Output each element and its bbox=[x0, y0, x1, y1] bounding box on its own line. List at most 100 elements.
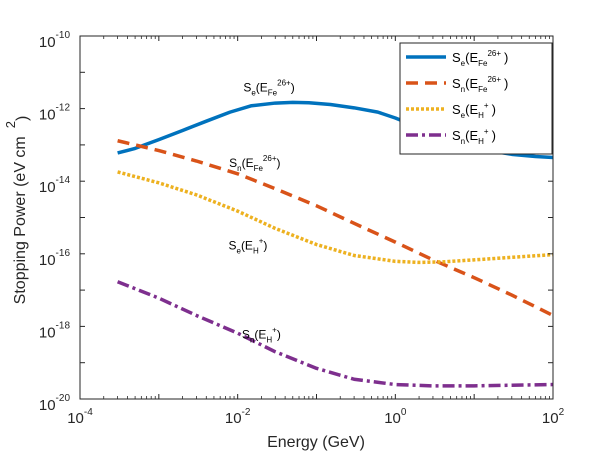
x-axis: 10-4 10-2 100 102 bbox=[67, 36, 565, 427]
ann-sub2: Fe bbox=[268, 88, 278, 97]
y-tick-label: 10-16 bbox=[39, 248, 71, 269]
ann-close: ) bbox=[291, 80, 295, 94]
ann-main: S bbox=[243, 80, 251, 94]
legend-close: ) bbox=[492, 128, 496, 143]
ann-sn-h: Sn(EH+) bbox=[242, 325, 281, 344]
legend-label: Sn(EH+) bbox=[452, 127, 496, 146]
ann-sub2: Fe bbox=[254, 164, 264, 173]
legend-close: ) bbox=[504, 76, 508, 91]
y-tick-label: 10-10 bbox=[39, 30, 71, 51]
x-tick-exp: 0 bbox=[401, 407, 407, 418]
legend-sub2: H bbox=[478, 137, 484, 146]
legend-main: S bbox=[452, 50, 461, 65]
legend-sub2: Fe bbox=[478, 59, 488, 68]
legend-sup2: + bbox=[484, 127, 489, 136]
ann-main: S bbox=[242, 327, 250, 341]
ann-open: (E bbox=[241, 239, 253, 253]
y-tick-base: 10 bbox=[39, 107, 56, 124]
ann-sub2: H bbox=[253, 247, 259, 256]
legend-open: (E bbox=[465, 128, 478, 143]
ann-main: S bbox=[229, 156, 237, 170]
ann-sub: n bbox=[250, 335, 254, 344]
legend-item-4[interactable]: Sn(EH+) bbox=[406, 127, 496, 146]
ann-sub: n bbox=[237, 164, 241, 173]
ann-main: S bbox=[228, 239, 236, 253]
y-tick-base: 10 bbox=[39, 252, 56, 269]
legend-sup2: 26+ bbox=[487, 75, 501, 84]
ann-close: ) bbox=[277, 156, 281, 170]
ann-open: (E bbox=[242, 156, 254, 170]
annotation-layer: Se(EFe26+)Sn(EFe26+)Se(EH+)Sn(EH+) bbox=[228, 78, 294, 344]
legend-sub: n bbox=[461, 85, 465, 94]
legend-close: ) bbox=[504, 50, 508, 65]
y-tick-exp: -20 bbox=[56, 393, 71, 404]
y-tick-exp: -16 bbox=[56, 248, 71, 259]
legend-open: (E bbox=[465, 102, 478, 117]
ann-sub2: H bbox=[266, 335, 272, 344]
legend-label: Se(EH+) bbox=[452, 101, 496, 120]
ann-close: ) bbox=[263, 239, 267, 253]
legend-item-1[interactable]: Se(EFe26+) bbox=[406, 49, 508, 68]
y-tick-base: 10 bbox=[39, 34, 56, 51]
x-tick-base: 10 bbox=[67, 410, 84, 427]
legend-label: Sn(EFe26+) bbox=[452, 75, 508, 94]
x-tick-base: 10 bbox=[384, 410, 401, 427]
y-axis-label-sup: 2 bbox=[3, 121, 18, 128]
series-line-2 bbox=[117, 139, 554, 318]
legend-sub2: H bbox=[478, 111, 484, 120]
x-tick-base: 10 bbox=[225, 410, 242, 427]
y-tick-exp: -18 bbox=[56, 320, 71, 331]
legend-close: ) bbox=[492, 102, 496, 117]
x-tick-exp: -2 bbox=[242, 407, 251, 418]
ann-open: (E bbox=[254, 327, 266, 341]
legend-main: S bbox=[452, 102, 461, 117]
x-tick-label: 10-2 bbox=[225, 407, 251, 427]
legend[interactable]: Se(EFe26+)Sn(EFe26+)Se(EH+)Sn(EH+) bbox=[399, 42, 553, 155]
ann-sup2: + bbox=[272, 325, 277, 334]
legend-open: (E bbox=[465, 50, 478, 65]
series-line-3 bbox=[117, 170, 554, 265]
ann-sup2: + bbox=[259, 237, 264, 246]
y-axis-label: Stopping Power (eV cm 2) bbox=[3, 116, 31, 305]
ann-sup2: 26+ bbox=[277, 78, 291, 87]
x-tick-label: 102 bbox=[542, 407, 565, 427]
y-tick-exp: -10 bbox=[56, 30, 71, 41]
legend-sup2: 26+ bbox=[487, 49, 501, 58]
y-tick-label: 10-14 bbox=[39, 175, 71, 196]
ann-open: (E bbox=[256, 80, 268, 94]
x-tick-label: 10-4 bbox=[67, 407, 93, 427]
y-tick-base: 10 bbox=[39, 397, 56, 414]
legend-label: Se(EFe26+) bbox=[452, 49, 508, 68]
x-tick-exp: -4 bbox=[84, 407, 93, 418]
y-axis-label-close: ) bbox=[14, 116, 31, 121]
y-tick-base: 10 bbox=[39, 179, 56, 196]
legend-main: S bbox=[452, 76, 461, 91]
legend-main: S bbox=[452, 128, 461, 143]
legend-sub2: Fe bbox=[478, 85, 488, 94]
ann-sub: e bbox=[251, 88, 256, 97]
y-tick-exp: -12 bbox=[56, 103, 71, 114]
ann-sup2: 26+ bbox=[263, 154, 277, 163]
ann-se-h: Se(EH+) bbox=[228, 237, 267, 256]
y-tick-label: 10-18 bbox=[39, 320, 71, 341]
legend-sub: e bbox=[461, 59, 466, 68]
legend-item-2[interactable]: Sn(EFe26+) bbox=[406, 75, 508, 94]
x-tick-base: 10 bbox=[542, 410, 559, 427]
y-tick-base: 10 bbox=[39, 324, 56, 341]
x-tick-exp: 2 bbox=[559, 407, 565, 418]
legend-sup2: + bbox=[484, 101, 489, 110]
series-line-4 bbox=[116, 280, 554, 388]
y-tick-label: 10-20 bbox=[39, 393, 71, 414]
ann-close: ) bbox=[277, 327, 281, 341]
y-tick-label: 10-12 bbox=[39, 103, 71, 124]
legend-item-3[interactable]: Se(EH+) bbox=[406, 101, 496, 120]
ann-se-fe: Se(EFe26+) bbox=[243, 78, 294, 97]
legend-sub: e bbox=[461, 111, 466, 120]
x-axis-label: Energy (GeV) bbox=[267, 434, 365, 451]
legend-box bbox=[399, 42, 553, 155]
y-tick-exp: -14 bbox=[56, 175, 71, 186]
ann-sub: e bbox=[236, 247, 241, 256]
x-tick-label: 100 bbox=[384, 407, 407, 427]
